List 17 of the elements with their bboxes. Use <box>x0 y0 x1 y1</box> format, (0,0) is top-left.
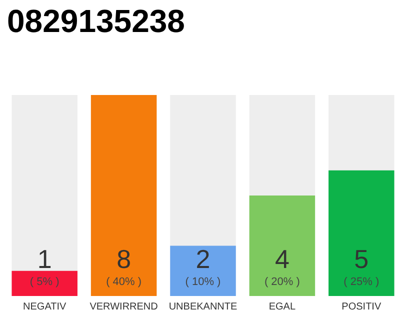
data-label: 2 <box>196 244 210 274</box>
x-tick-label: NEGATIV <box>23 302 67 312</box>
x-tick-label: POSITIV <box>342 302 382 312</box>
data-label: 1 <box>37 244 52 274</box>
data-label: 8 <box>116 244 132 274</box>
annotation: ( 40% ) <box>106 276 142 288</box>
bar <box>12 270 78 296</box>
data-label: 4 <box>274 244 290 274</box>
x-tick-label: EGAL <box>268 302 296 312</box>
annotation: ( 10% ) <box>185 276 221 288</box>
annotation: ( 5% ) <box>30 276 60 288</box>
x-tick-label: UNBEKANNTE <box>168 302 238 312</box>
annotation: ( 20% ) <box>264 276 300 288</box>
chart-title: 0829135238 <box>7 3 185 39</box>
data-label: 5 <box>354 244 369 274</box>
x-tick-label: VERWIRREND <box>90 302 158 312</box>
annotation: ( 25% ) <box>344 276 380 288</box>
